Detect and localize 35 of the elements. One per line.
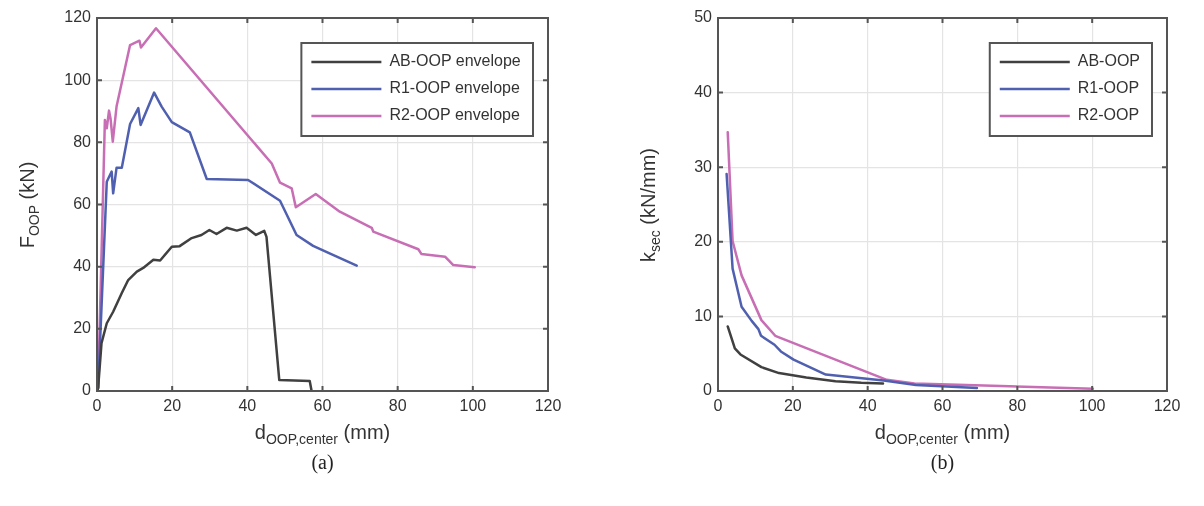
text: (a) (311, 451, 334, 474)
x-tick-label: 20 (163, 397, 182, 415)
y-tick-label: 120 (64, 8, 92, 26)
legend-label: AB-OOP envelope (389, 52, 521, 70)
legend-label: R2-OOP (1077, 106, 1140, 124)
x-tick-label: 60 (933, 397, 952, 415)
x-tick-label: 80 (1008, 397, 1027, 415)
x-tick-label: 40 (238, 397, 257, 415)
y-tick-label: 0 (82, 381, 92, 399)
text: (b) (930, 451, 955, 474)
x-tick-label: 80 (388, 397, 407, 415)
legend-label: R2-OOP envelope (389, 106, 520, 124)
y-tick-label: 100 (64, 70, 92, 88)
x-tick-label: 120 (1153, 397, 1181, 415)
x-tick-label: 20 (783, 397, 802, 415)
x-tick-label: 100 (1078, 397, 1106, 415)
y-tick-label: 20 (73, 319, 92, 337)
y-tick-label: 10 (694, 306, 713, 324)
y-tick-label: 40 (694, 83, 713, 101)
legend-label: R1-OOP envelope (389, 79, 520, 97)
y-tick-label: 20 (694, 232, 713, 250)
y-tick-label: 30 (694, 157, 713, 175)
legend-label: R1-OOP (1077, 79, 1140, 97)
y-tick-label: 0 (703, 381, 713, 399)
x-axis-title: d$_{OOP,center}$ (mm) (874, 421, 1011, 447)
x-tick-label: 40 (858, 397, 877, 415)
x-axis-title: d$_{OOP,center}$ (mm) (254, 421, 391, 447)
y-tick-label: 50 (694, 8, 713, 26)
y-tick-label: 80 (73, 132, 92, 150)
y-tick-label: 60 (73, 194, 92, 212)
x-tick-label: 60 (313, 397, 332, 415)
x-tick-label: 120 (534, 397, 562, 415)
x-tick-label: 100 (459, 397, 487, 415)
legend-label: AB-OOP (1077, 52, 1140, 70)
y-tick-label: 40 (73, 257, 92, 275)
